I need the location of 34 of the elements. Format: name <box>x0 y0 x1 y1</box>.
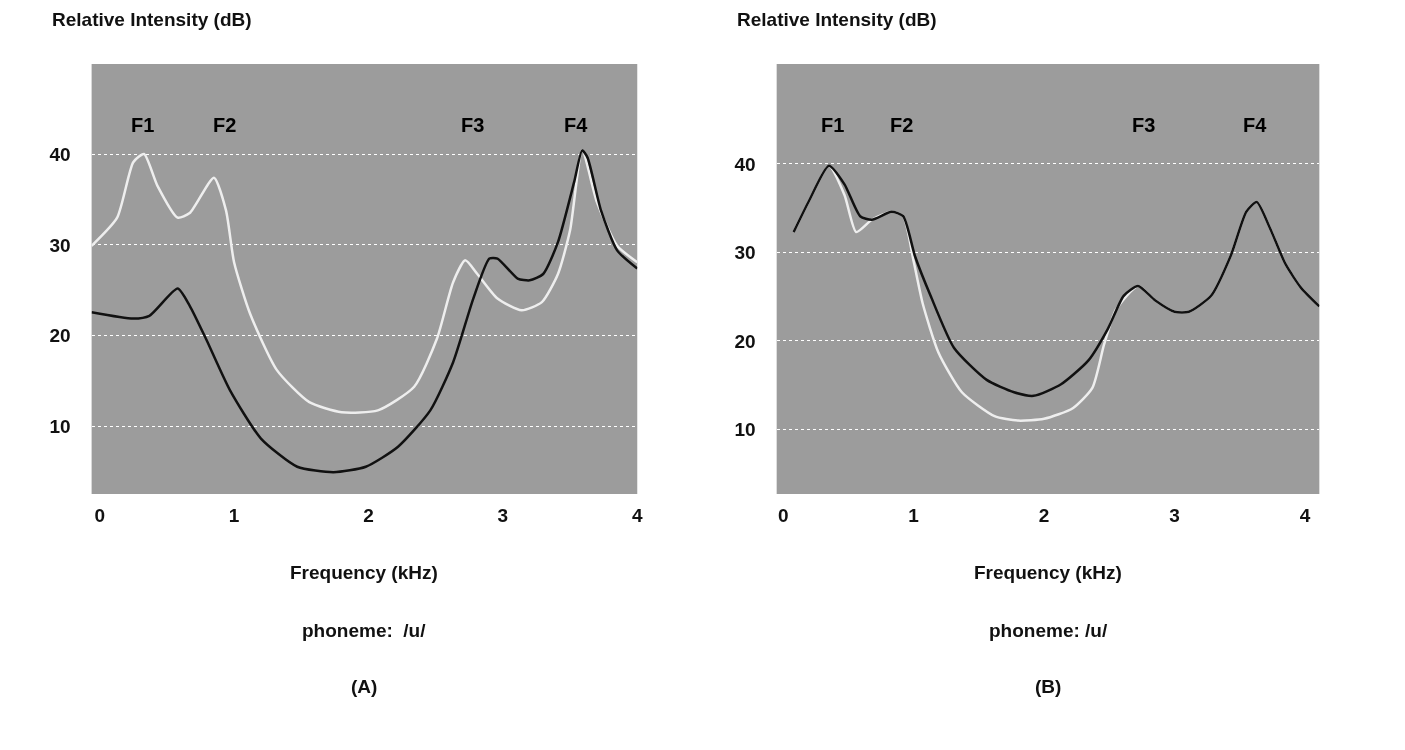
annotation: F3 <box>1132 114 1156 136</box>
annotation: F1 <box>131 114 155 136</box>
x-tick-label: 0 <box>777 505 789 526</box>
y-axis-title: Relative Intensity (dB) <box>52 9 252 30</box>
text: (B) <box>1035 676 1062 697</box>
y-tick-label: 40 <box>734 153 756 175</box>
y-axis-title: Relative Intensity (dB) <box>737 9 937 30</box>
y-tick-label: 30 <box>734 242 756 264</box>
y-tick-label: 30 <box>49 234 71 256</box>
x-axis-title: Frequency (kHz) <box>290 562 438 583</box>
x-tick-label: 0 <box>94 505 105 526</box>
text: phoneme: /u/ <box>302 620 427 641</box>
x-tick-label: 2 <box>363 505 374 526</box>
x-axis-title: Frequency (kHz) <box>974 562 1122 583</box>
annotation: F3 <box>461 114 485 136</box>
text: phoneme: /u/ <box>989 620 1108 641</box>
annotation: F2 <box>890 114 914 136</box>
x-tick-label: 1 <box>228 505 240 526</box>
x-tick-label: 1 <box>908 505 920 526</box>
annotation: F2 <box>213 114 237 136</box>
y-tick-label: 20 <box>49 325 71 347</box>
annotation: F4 <box>1243 114 1268 136</box>
x-tick-label: 4 <box>631 505 643 526</box>
y-tick-label: 10 <box>734 419 756 441</box>
y-tick-label: 10 <box>49 416 71 438</box>
y-tick-label: 20 <box>734 330 756 352</box>
x-tick-label: 3 <box>497 505 509 526</box>
x-tick-label: 3 <box>1169 505 1180 526</box>
text: (A) <box>351 676 378 697</box>
x-tick-label: 4 <box>1299 505 1311 526</box>
annotation: F1 <box>821 114 845 136</box>
y-tick-label: 40 <box>49 143 71 165</box>
annotation: F4 <box>564 114 589 136</box>
x-tick-label: 2 <box>1038 505 1050 526</box>
